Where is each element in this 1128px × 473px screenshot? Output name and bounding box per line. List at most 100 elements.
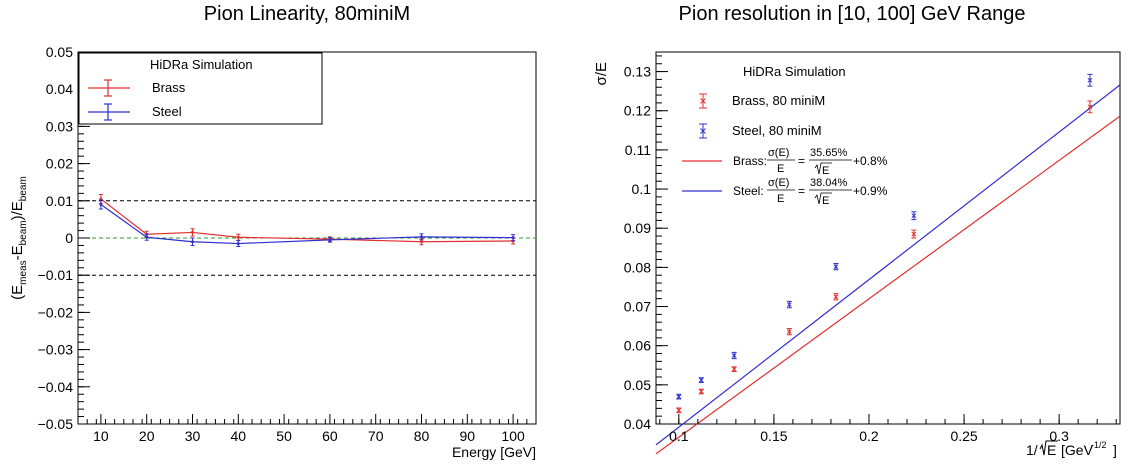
- ylabel-subscript-beam: beam: [18, 220, 29, 245]
- x-tick-label: 30: [185, 428, 201, 444]
- x-tick-label: 90: [460, 428, 476, 444]
- data-point-brass: [698, 389, 704, 394]
- fit-stochastic-term: 35.65%: [810, 147, 848, 159]
- data-point: [99, 203, 103, 207]
- y-tick-label: 0.05: [624, 377, 651, 393]
- x-tick-label: 100: [501, 428, 525, 444]
- y-tick-label: 0.12: [624, 103, 651, 119]
- ylabel-part: (E: [9, 285, 26, 300]
- ylabel-subscript-beam: beam: [18, 176, 29, 201]
- linearity-y-axis: −0.05 −0.04 −0.03 −0.02 −0.01 0 0.01 0.02 0.03 0.…: [38, 44, 90, 432]
- fit-equals: =: [798, 154, 805, 168]
- data-point: [191, 230, 194, 234]
- data-point-brass: [1087, 104, 1093, 110]
- resolution-series-layer: [676, 73, 1093, 414]
- sqrt-sign-icon: [1039, 440, 1058, 456]
- data-point: [236, 242, 240, 246]
- y-tick-label: 0.05: [46, 44, 73, 60]
- y-tick-label: 0.09: [624, 220, 651, 236]
- linearity-legend: HiDRa Simulation Brass Steel: [78, 52, 323, 125]
- linearity-x-axis-label: Energy [GeV]: [452, 444, 536, 460]
- fit-prefix: Steel:: [733, 184, 764, 198]
- xlabel-radicand: E: [1047, 442, 1056, 458]
- x-tick-label: 0.25: [950, 428, 977, 444]
- resolution-fit-lines: [655, 84, 1121, 455]
- data-point: [328, 238, 332, 242]
- ylabel-part: -E: [9, 245, 26, 260]
- legend-entry-brass: Brass, 80 miniM: [732, 93, 825, 108]
- series-line-brass: [100, 198, 514, 243]
- data-point-steel: [1087, 77, 1093, 83]
- resolution-legend: HiDRa Simulation Brass, 80 miniM Steel, …: [682, 64, 888, 207]
- x-tick-label: 0.2: [859, 428, 879, 444]
- fit-lhs-denominator: E: [777, 163, 784, 175]
- x-tick-label: 70: [368, 428, 384, 444]
- sqrt-sign-icon: [814, 192, 832, 205]
- y-tick-label: 0.07: [624, 299, 651, 315]
- linearity-title: Pion Linearity, 80miniM: [204, 3, 410, 25]
- fit-line-steel: [655, 84, 1121, 446]
- y-tick-label: −0.05: [38, 416, 74, 432]
- y-tick-label: 0.06: [624, 338, 651, 354]
- data-point-steel: [676, 394, 682, 399]
- resolution-plot-frame: [655, 51, 1121, 425]
- legend-entry-steel: Steel: [152, 104, 182, 119]
- data-point: [420, 240, 423, 244]
- x-tick-label: 50: [276, 428, 292, 444]
- resolution-x-axis-label: 1/ E [GeV -1/2 ]: [1026, 440, 1117, 458]
- legend-entry-brass: Brass: [152, 80, 186, 95]
- legend-title: HiDRa Simulation: [150, 57, 253, 72]
- y-tick-label: −0.02: [38, 304, 74, 320]
- data-point: [511, 236, 515, 240]
- linearity-chart: Pion Linearity, 80miniM 10 20 30 40 50 60 70 80…: [9, 3, 537, 460]
- y-tick-label: 0: [65, 230, 73, 246]
- data-point-steel: [833, 264, 839, 269]
- y-tick-label: −0.01: [38, 267, 74, 283]
- y-tick-label: 0.04: [624, 416, 651, 432]
- resolution-y-axis: 0.04 0.05 0.06 0.07 0.08 0.09 0.1 0.11 0.12 0.13: [624, 55, 668, 432]
- x-tick-label: 0.1: [669, 428, 689, 444]
- fit-constant-term: +0.9%: [853, 184, 888, 198]
- y-tick-label: 0.1: [632, 181, 652, 197]
- linearity-x-axis: 10 20 30 40 50 60 70 80 90 100: [77, 414, 537, 444]
- fit-denominator: E: [822, 165, 829, 177]
- fit-lhs-denominator: E: [777, 193, 784, 205]
- linearity-reference-lines: [78, 200, 536, 276]
- data-point-steel: [786, 302, 792, 307]
- xlabel-unit: [GeV: [1061, 442, 1094, 458]
- ylabel-part: )/E: [9, 201, 26, 220]
- data-point-brass: [731, 366, 737, 372]
- x-tick-label: 0.3: [1049, 428, 1069, 444]
- fit-lhs-numerator: σ(E): [768, 177, 789, 189]
- y-tick-label: 0.08: [624, 259, 651, 275]
- legend-fit-formula-steel: Steel: σ(E) E = 38.04% E +0.9%: [733, 177, 888, 207]
- resolution-x-axis: 0.1 0.15 0.2 0.25 0.3: [659, 414, 1117, 444]
- resolution-title: Pion resolution in [10, 100] GeV Range: [679, 3, 1026, 25]
- x-tick-label: 80: [414, 428, 430, 444]
- y-tick-label: 0.01: [46, 193, 73, 209]
- data-point: [145, 235, 149, 239]
- legend-marker-brass: [699, 93, 707, 109]
- xlabel-exponent: -1/2: [1091, 440, 1107, 450]
- y-tick-label: 0.03: [46, 118, 73, 134]
- legend-entry-steel: Steel, 80 miniM: [732, 123, 822, 138]
- data-point-brass: [786, 329, 792, 334]
- fit-line-brass: [655, 115, 1121, 455]
- xlabel-prefix: 1/: [1026, 442, 1038, 458]
- data-point-brass: [833, 294, 839, 300]
- data-point: [191, 240, 194, 244]
- fit-constant-term: +0.8%: [853, 154, 888, 168]
- data-point: [420, 235, 423, 239]
- data-point-brass: [676, 407, 682, 413]
- data-point-steel: [698, 377, 704, 383]
- data-point-steel: [731, 353, 737, 358]
- data-point-steel: [911, 213, 917, 219]
- x-tick-label: 40: [231, 428, 247, 444]
- xlabel-close: ]: [1113, 442, 1117, 458]
- linearity-y-axis-label: (Emeas-Ebeam)/Ebeam: [9, 176, 29, 300]
- y-tick-label: −0.04: [38, 379, 74, 395]
- fit-stochastic-term: 38.04%: [810, 177, 848, 189]
- x-tick-label: 20: [139, 428, 155, 444]
- fit-lhs-numerator: σ(E): [768, 147, 789, 159]
